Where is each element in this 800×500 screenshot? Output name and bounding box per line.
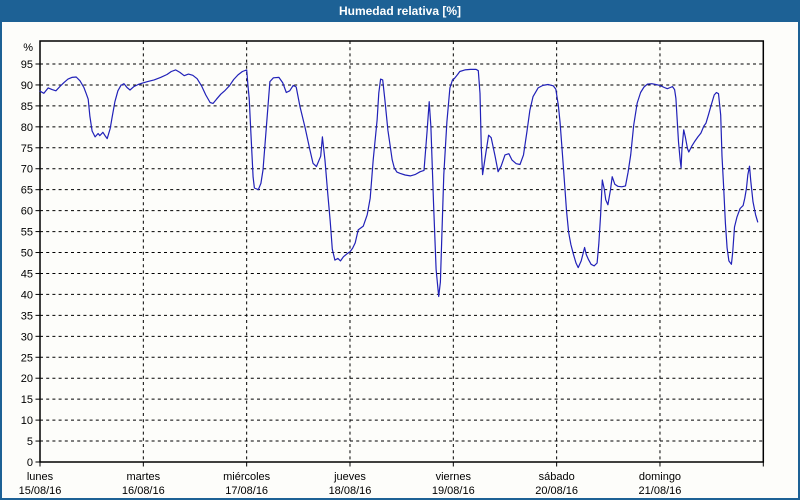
x-axis-day-label: sábado bbox=[539, 471, 575, 483]
x-axis-date-label: 15/08/16 bbox=[19, 485, 62, 497]
y-axis-label: 15 bbox=[21, 394, 33, 406]
x-axis-date-label: 21/08/16 bbox=[639, 485, 682, 497]
y-axis-unit-label: % bbox=[23, 42, 33, 54]
x-axis-day-label: martes bbox=[127, 471, 161, 483]
y-axis-label: 70 bbox=[21, 164, 33, 176]
x-axis-day-label: jueves bbox=[333, 471, 366, 483]
y-axis-label: 35 bbox=[21, 310, 33, 322]
x-axis-date-label: 17/08/16 bbox=[225, 485, 268, 497]
x-axis-date-label: 18/08/16 bbox=[329, 485, 372, 497]
y-axis-label: 85 bbox=[21, 101, 33, 113]
y-axis-label: 5 bbox=[27, 436, 33, 448]
y-axis-label: 10 bbox=[21, 415, 33, 427]
y-axis-label: 20 bbox=[21, 373, 33, 385]
y-axis-label: 80 bbox=[21, 122, 33, 134]
y-axis-label: 90 bbox=[21, 80, 33, 92]
x-axis-day-label: lunes bbox=[27, 471, 54, 483]
x-axis-day-label: viernes bbox=[436, 471, 472, 483]
y-axis-label: 30 bbox=[21, 331, 33, 343]
y-axis-label: 0 bbox=[27, 457, 33, 469]
x-axis-date-label: 16/08/16 bbox=[122, 485, 165, 497]
y-axis-label: 60 bbox=[21, 206, 33, 218]
y-axis-label: 45 bbox=[21, 268, 33, 280]
x-axis-date-label: 20/08/16 bbox=[535, 485, 578, 497]
series-line-humedad-relativa bbox=[39, 68, 759, 298]
x-axis-day-label: domingo bbox=[639, 471, 681, 483]
plot-border bbox=[39, 40, 765, 463]
y-axis-label: 50 bbox=[21, 248, 33, 260]
y-axis-label: 65 bbox=[21, 185, 33, 197]
title-bar: Humedad relativa [%] bbox=[0, 0, 800, 22]
x-axis-day-label: miércoles bbox=[223, 471, 271, 483]
y-axis-label: 40 bbox=[21, 289, 33, 301]
y-axis-label: 95 bbox=[21, 59, 33, 71]
y-axis-label: 55 bbox=[21, 227, 33, 239]
y-axis-label: 25 bbox=[21, 352, 33, 364]
y-axis-label: 75 bbox=[21, 143, 33, 155]
x-axis-date-label: 19/08/16 bbox=[432, 485, 475, 497]
chart-title: Humedad relativa [%] bbox=[338, 4, 462, 18]
